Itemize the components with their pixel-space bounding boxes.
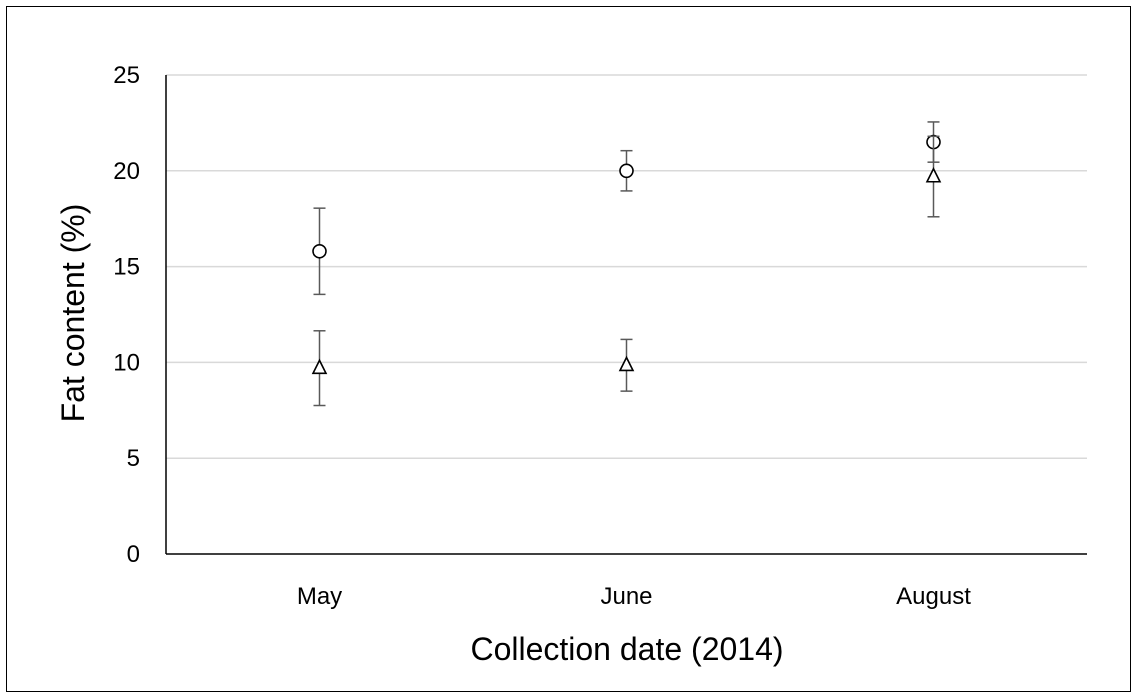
y-tick-labels: 0 5 10 15 20 25 bbox=[113, 62, 140, 568]
y-axis-title: Fat content (%) bbox=[55, 204, 91, 423]
y-tick-label: 0 bbox=[127, 541, 140, 568]
data-point-circle bbox=[312, 243, 327, 259]
x-tick-label: June bbox=[600, 583, 652, 610]
series-triangle bbox=[311, 135, 942, 407]
x-tick-labels: May June August bbox=[297, 583, 971, 610]
data-point-triangle bbox=[618, 355, 635, 372]
data-series bbox=[311, 121, 942, 407]
x-tick-label: May bbox=[297, 583, 342, 610]
axes bbox=[165, 75, 1087, 555]
series-circle bbox=[312, 121, 941, 296]
x-axis-title: Collection date (2014) bbox=[470, 631, 783, 667]
gridlines bbox=[166, 74, 1087, 459]
y-tick-label: 25 bbox=[113, 62, 140, 89]
data-point-circle bbox=[619, 163, 634, 179]
y-tick-label: 10 bbox=[113, 349, 140, 376]
data-point-triangle bbox=[311, 358, 328, 375]
y-tick-label: 20 bbox=[113, 158, 140, 185]
chart-frame bbox=[6, 6, 1131, 692]
y-tick-label: 5 bbox=[127, 445, 140, 472]
data-point-triangle bbox=[925, 166, 942, 183]
y-tick-label: 15 bbox=[113, 254, 140, 281]
x-tick-label: August bbox=[896, 583, 971, 610]
